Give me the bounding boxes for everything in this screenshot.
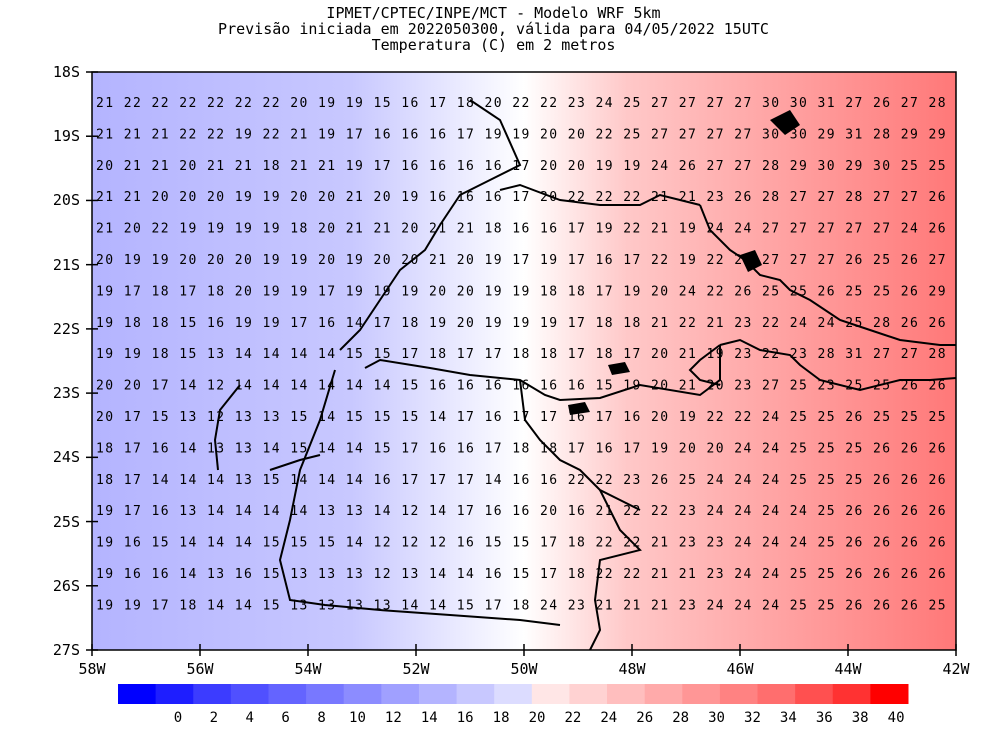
value-row: 20 19 19 20 20 20 19 19 20 19 20 20 21 2…	[96, 253, 946, 268]
longitude-label: 42W	[942, 660, 970, 678]
colorbar-label: 16	[456, 710, 474, 726]
value-row: 19 16 16 14 13 16 15 13 13 13 12 13 14 1…	[96, 567, 946, 582]
colorbar-swatch	[719, 684, 759, 704]
colorbar-swatch	[531, 684, 570, 704]
value-row: 19 16 15 14 14 14 15 15 15 14 12 12 12 1…	[96, 536, 946, 551]
longitude-label: 56W	[186, 660, 214, 678]
colorbar-swatch	[644, 684, 683, 704]
value-row: 21 21 20 20 20 19 19 20 20 21 20 19 16 1…	[96, 190, 946, 205]
latitude-label: 20S	[52, 191, 80, 210]
value-row: 19 18 18 15 16 19 19 17 16 14 17 18 19 2…	[96, 316, 946, 331]
chart-title-line2: Previsão iniciada em 2022050300, válida …	[218, 20, 769, 38]
longitude-label: 44W	[834, 660, 862, 678]
value-row: 19 19 17 18 14 14 15 13 13 13 13 14 14 1…	[96, 598, 946, 613]
temperature-value-grid: 21 22 22 22 22 22 22 20 19 19 15 16 17 1…	[96, 96, 946, 613]
colorbar-label: 20	[528, 710, 546, 726]
latitude-label: 27S	[52, 641, 80, 659]
colorbar-label: 22	[564, 710, 582, 726]
longitude-label: 54W	[294, 660, 322, 678]
temperature-field	[92, 72, 956, 650]
value-row: 19 17 18 17 18 20 19 19 17 19 19 19 20 2…	[96, 284, 946, 299]
colorbar-label: 8	[317, 710, 326, 726]
colorbar-label: 26	[636, 710, 654, 726]
colorbar-label: 30	[708, 710, 725, 726]
colorbar-swatch	[795, 684, 834, 704]
colorbar-swatch	[757, 684, 796, 704]
colorbar-label: 0	[173, 710, 183, 726]
colorbar-label: 28	[672, 710, 690, 726]
latitude-label: 19S	[52, 127, 80, 146]
colorbar-label: 4	[245, 710, 254, 726]
colorbar-swatch	[155, 684, 194, 704]
latitude-label: 25S	[52, 512, 80, 531]
latitude-label: 18S	[52, 63, 80, 81]
latitude-label: 23S	[52, 384, 80, 403]
colorbar-swatch	[118, 684, 157, 704]
colorbar-label: 14	[420, 710, 438, 726]
colorbar-label: 40	[887, 710, 905, 726]
longitude-label: 48W	[618, 660, 646, 678]
colorbar-swatch	[456, 684, 495, 704]
colorbar-label: 34	[779, 710, 797, 726]
chart-title-line3: Temperatura (C) em 2 metros	[371, 36, 616, 54]
longitude-label: 50W	[510, 660, 538, 678]
colorbar-swatch	[569, 684, 608, 704]
colorbar-label: 32	[744, 710, 761, 726]
colorbar-swatch	[870, 684, 909, 704]
value-row: 18 17 14 14 14 13 15 14 14 14 16 17 17 1…	[96, 473, 946, 488]
colorbar-swatch	[306, 684, 345, 704]
colorbar-label: 2	[209, 710, 219, 726]
value-row: 20 21 21 20 21 21 18 21 21 19 17 16 16 1…	[96, 159, 946, 174]
chart-title-line1: IPMET/CPTEC/INPE/MCT - Modelo WRF 5km	[326, 4, 661, 22]
value-row: 21 22 22 22 22 22 22 20 19 19 15 16 17 1…	[96, 96, 946, 111]
latitude-label: 24S	[52, 448, 80, 467]
latitude-label: 26S	[52, 576, 80, 595]
colorbar-swatch	[193, 684, 232, 704]
value-row: 20 17 15 13 12 13 13 15 14 15 15 15 14 1…	[96, 410, 946, 425]
latitude-label: 21S	[52, 255, 80, 274]
colorbar-label: 12	[384, 710, 402, 726]
colorbar-swatch	[682, 684, 721, 704]
colorbar-label: 6	[281, 710, 290, 726]
value-row: 21 21 21 22 22 19 22 21 19 17 16 16 16 1…	[96, 127, 946, 142]
value-row: 18 17 16 14 13 13 14 15 14 14 15 17 16 1…	[96, 441, 946, 456]
colorbar-swatch	[268, 684, 307, 704]
value-row: 19 19 18 15 13 14 14 14 14 15 15 17 18 1…	[96, 347, 946, 362]
longitude-ticks	[91, 644, 957, 656]
lakes	[568, 110, 800, 415]
colorbar-label: 38	[851, 710, 869, 726]
colorbar-swatch	[418, 684, 458, 704]
longitude-label: 58W	[78, 660, 106, 678]
colorbar-label: 10	[349, 710, 366, 726]
state-borders	[213, 99, 956, 650]
colorbar-label: 18	[492, 710, 510, 726]
value-row: 19 17 16 13 14 14 14 14 13 13 14 12 14 1…	[96, 504, 946, 519]
longitude-label: 46W	[726, 660, 754, 678]
colorbar-swatch	[607, 684, 646, 704]
colorbar-label: 36	[815, 710, 833, 726]
colorbar	[118, 684, 909, 704]
colorbar-swatch	[381, 684, 420, 704]
latitude-label: 22S	[52, 319, 80, 338]
colorbar-swatch	[494, 684, 533, 704]
colorbar-swatch	[230, 684, 269, 704]
colorbar-swatch	[832, 684, 871, 704]
colorbar-label: 24	[600, 710, 618, 726]
value-row: 21 20 22 19 19 19 19 18 20 21 21 20 21 2…	[96, 222, 946, 237]
colorbar-swatch	[343, 684, 382, 704]
longitude-label: 52W	[402, 660, 430, 678]
